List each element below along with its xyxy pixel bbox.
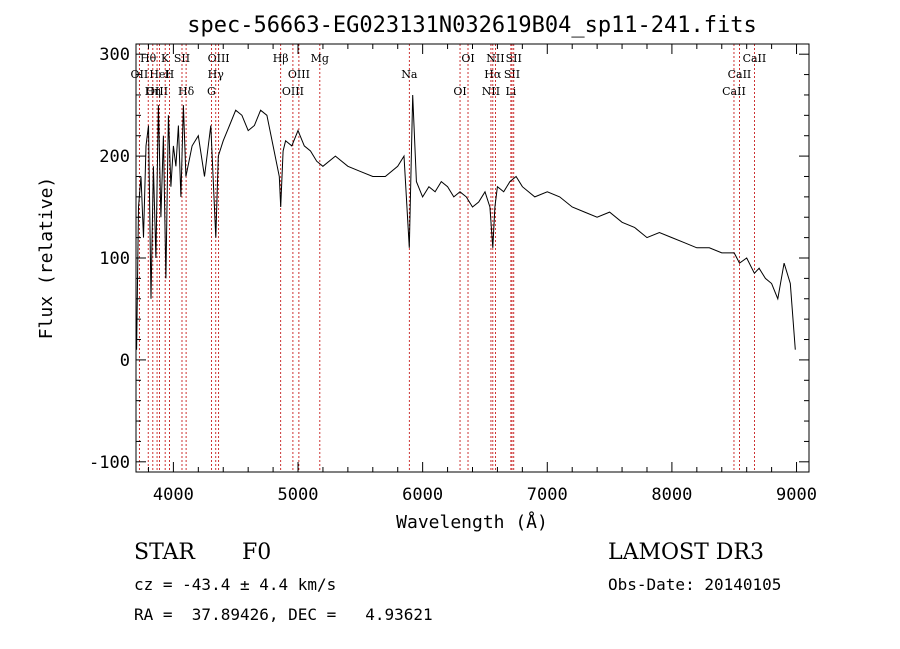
- x-tick-label: 7000: [527, 485, 568, 505]
- x-tick-label: 9000: [776, 485, 817, 505]
- line-id-label: CaII: [743, 52, 767, 65]
- line-id-label: HeI: [149, 68, 169, 81]
- x-tick-label: 8000: [651, 485, 692, 505]
- line-id-label: OIII: [288, 68, 310, 81]
- obs-date: Obs-Date: 20140105: [608, 575, 782, 594]
- flux-series-line: [136, 94, 796, 350]
- line-id-label: OI: [461, 52, 474, 65]
- line-id-label: CaII: [722, 85, 746, 98]
- line-id-label: Na: [401, 68, 418, 81]
- y-tick-label: 200: [99, 147, 130, 167]
- line-id-label: OI: [453, 85, 466, 98]
- x-axis-label: Wavelength (Å): [396, 511, 548, 533]
- line-id-label: OIII: [208, 52, 230, 65]
- y-axis-label: Flux (relative): [36, 177, 57, 340]
- line-id-label: G: [207, 85, 216, 98]
- survey-name: LAMOST DR3: [608, 540, 764, 565]
- line-id-label: Li: [505, 85, 516, 98]
- redshift-cz: cz = -43.4 ± 4.4 km/s: [134, 575, 337, 594]
- line-id-label: SII: [506, 52, 522, 65]
- y-tick-label: 0: [120, 351, 130, 371]
- line-id-label: Hδ: [178, 85, 195, 98]
- line-id-label: OIII: [282, 85, 304, 98]
- x-tick-label: 6000: [402, 485, 443, 505]
- line-id-label: NII: [482, 85, 500, 98]
- line-id-label: Hα: [484, 68, 502, 81]
- plot-frame: [135, 43, 810, 473]
- ra-dec: RA = 37.89426, DEC = 4.93621: [134, 605, 433, 624]
- y-axis: -100 0 100 200 300: [89, 45, 809, 473]
- object-class: STAR: [134, 540, 195, 565]
- line-id-label: Hη: [145, 85, 161, 98]
- x-tick-label: 4000: [153, 485, 194, 505]
- y-tick-label: 100: [99, 249, 130, 269]
- line-id-label: Mg: [311, 52, 329, 65]
- line-id-label: SII: [174, 52, 190, 65]
- line-id-markers: HθOIIOIIIKHeIHηSIIHHδOIIIHγGHβOIIIOIIIMg…: [131, 44, 767, 472]
- y-tick-label: -100: [89, 453, 130, 473]
- chart-title: spec-56663-EG023131N032619B04_sp11-241.f…: [187, 13, 757, 38]
- line-id-label: Hγ: [208, 68, 225, 81]
- object-subclass: F0: [242, 540, 272, 565]
- x-axis: 4000 5000 6000 7000 8000 9000: [147, 44, 817, 505]
- line-id-label: Hβ: [273, 52, 289, 65]
- line-id-label: NII: [486, 52, 504, 65]
- line-id-label: OIII: [146, 85, 168, 98]
- line-id-label: SII: [504, 68, 520, 81]
- line-id-label: K: [161, 52, 170, 65]
- line-id-label: H: [165, 68, 175, 81]
- y-tick-label: 300: [99, 45, 130, 65]
- x-tick-label: 5000: [278, 485, 319, 505]
- line-id-label: CaII: [728, 68, 752, 81]
